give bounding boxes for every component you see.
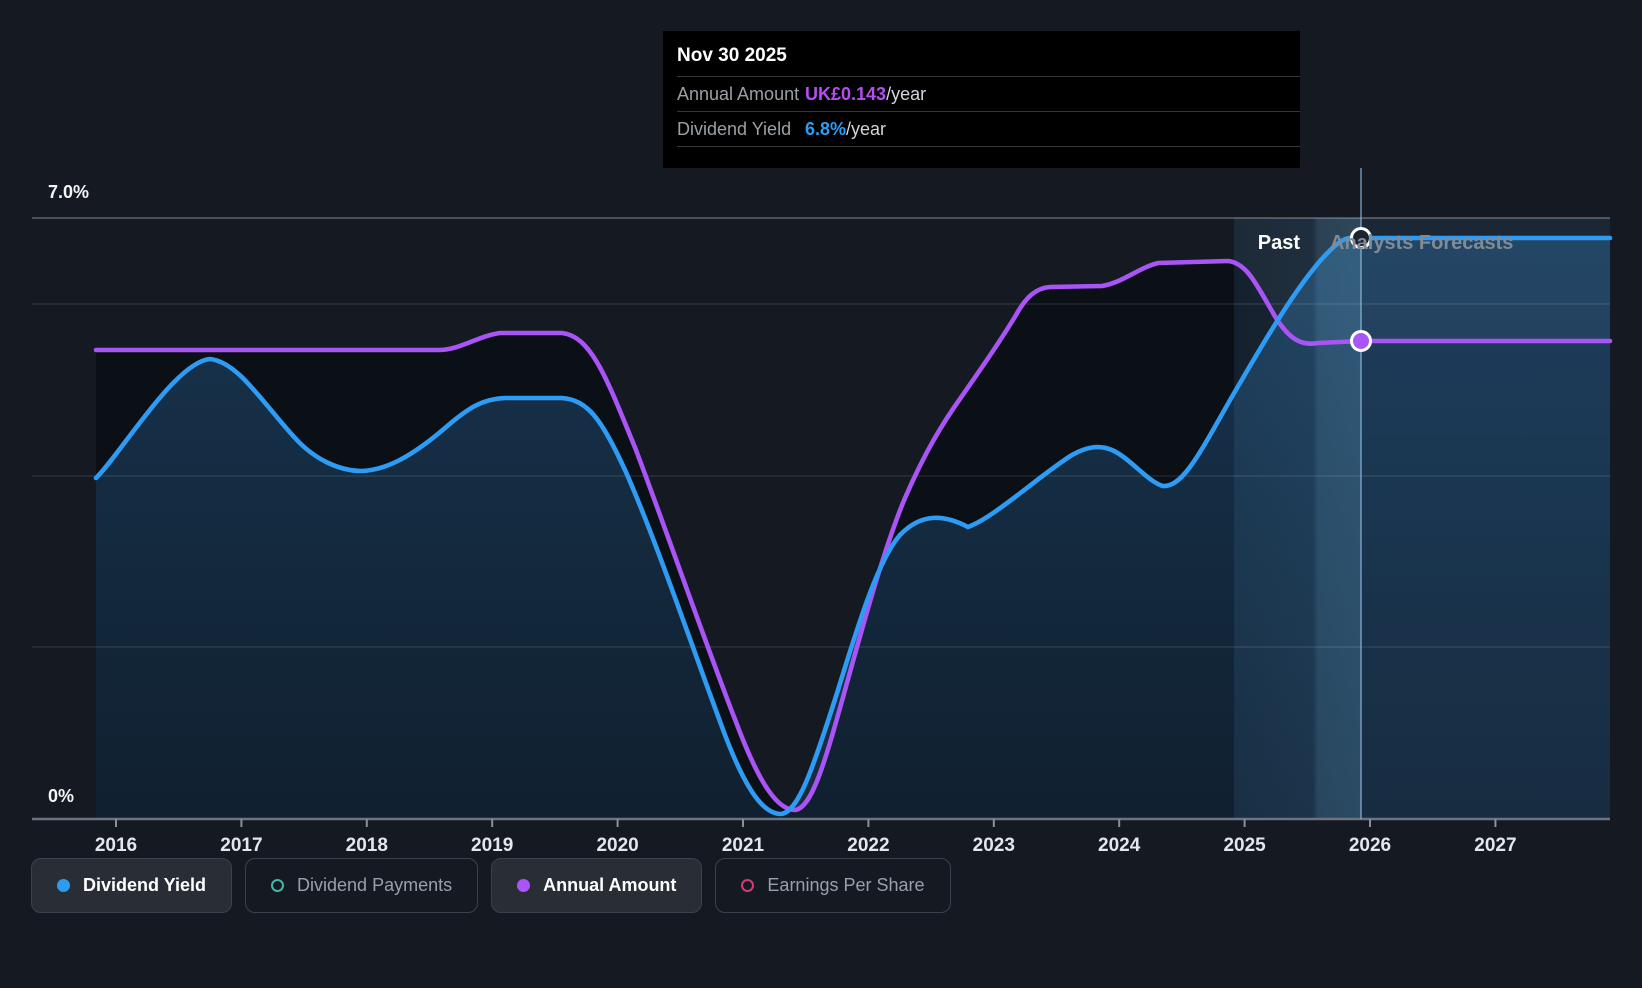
- tooltip-value: UK£0.143: [805, 83, 887, 104]
- y-axis-zero-label: 0%: [48, 786, 74, 806]
- svg-text:2021: 2021: [722, 835, 765, 856]
- annual-amount-line: [93, 258, 1613, 813]
- annual-amount-dot-icon: [517, 879, 531, 892]
- dividend-yield-marker: [1350, 227, 1372, 249]
- svg-text:2016: 2016: [95, 835, 137, 856]
- legend-toggle-earnings-per-share[interactable]: Earnings Per Share: [715, 858, 951, 913]
- forecast-zone: [1361, 218, 1610, 819]
- svg-text:2022: 2022: [847, 835, 889, 856]
- highlight-band: [1234, 218, 1361, 819]
- hover-tooltip: Nov 30 2025 Annual Amount UK£0.143/year …: [663, 31, 1300, 168]
- tooltip-value: 6.8%: [805, 118, 847, 139]
- legend-toggle-annual-amount[interactable]: Annual Amount: [491, 858, 703, 913]
- svg-text:2019: 2019: [471, 835, 513, 856]
- zone-label-forecast: Analysts Forecasts: [1330, 232, 1513, 254]
- tooltip-row-annual-amount: Annual Amount UK£0.143/year: [677, 76, 1300, 111]
- legend-label: Dividend Payments: [297, 875, 453, 895]
- tooltip-value-suffix: /year: [846, 118, 887, 139]
- svg-text:2026: 2026: [1349, 835, 1391, 856]
- svg-text:2025: 2025: [1223, 835, 1266, 856]
- x-axis-ticks: [115, 819, 1497, 827]
- chart-legend: Dividend Yield Dividend Payments Annual …: [31, 858, 951, 913]
- annual-amount-marker: [1350, 330, 1372, 352]
- svg-text:2018: 2018: [346, 835, 388, 856]
- dividend-yield-dot-icon: [57, 879, 70, 892]
- earnings-per-share-ring-icon: [741, 879, 755, 892]
- svg-text:2020: 2020: [596, 835, 638, 856]
- zone-label-past: Past: [1258, 232, 1301, 254]
- tooltip-value-suffix: /year: [886, 83, 927, 104]
- legend-label: Dividend Yield: [83, 875, 207, 895]
- tooltip-date: Nov 30 2025: [677, 45, 787, 66]
- dividend-yield-area: [96, 237, 1610, 819]
- tooltip-row-dividend-yield: Dividend Yield 6.8%/year: [677, 111, 1300, 147]
- legend-label: Earnings Per Share: [767, 875, 925, 895]
- legend-toggle-dividend-yield[interactable]: Dividend Yield: [31, 858, 233, 913]
- legend-label: Annual Amount: [543, 875, 677, 895]
- tooltip-label: Annual Amount: [677, 83, 800, 104]
- x-axis-labels: 2016 2017 2018 2019 2020 2021 2022 2023 …: [95, 835, 1517, 856]
- svg-text:2023: 2023: [973, 835, 1015, 856]
- dividend-yield-line: [93, 235, 1613, 817]
- legend-toggle-dividend-payments[interactable]: Dividend Payments: [245, 858, 479, 913]
- svg-text:2017: 2017: [220, 835, 262, 856]
- dividend-payments-ring-icon: [271, 879, 285, 892]
- svg-text:2027: 2027: [1474, 835, 1516, 856]
- tooltip-label: Dividend Yield: [677, 118, 792, 139]
- svg-text:2024: 2024: [1098, 835, 1141, 856]
- y-axis-max-label: 7.0%: [48, 182, 89, 202]
